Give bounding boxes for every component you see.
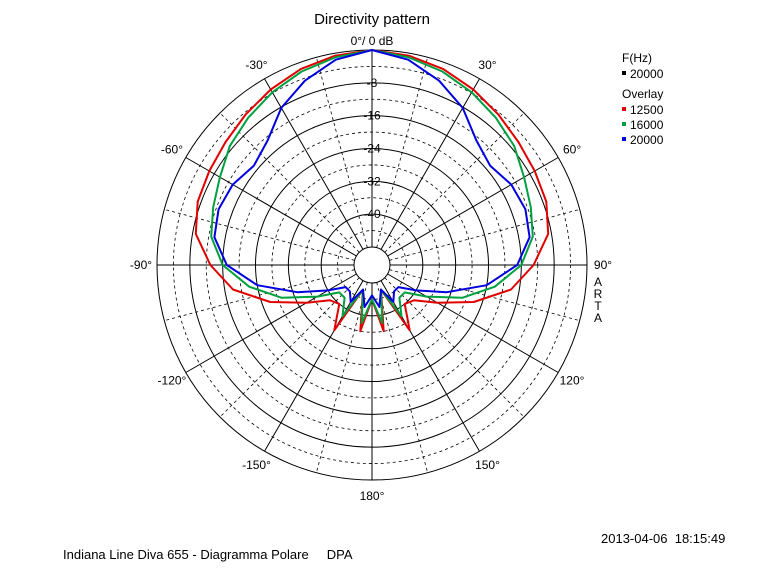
legend-entry: 20000 [630,133,664,147]
radial-tick-label: -40 [363,207,381,221]
angle-tick-label: 150° [475,458,500,472]
radial-tick-label: -32 [363,174,381,188]
radial-tick-label: -24 [363,142,381,156]
grid-spoke [264,78,364,250]
side-label-letter: T [594,299,602,313]
angle-tick-label: 30° [478,58,496,72]
footer-title: Indiana Line Diva 655 - Diagramma Polare… [63,547,353,562]
grid-spoke-minor [219,112,360,253]
grid-spoke-minor [376,57,429,248]
grid-spoke [185,273,357,373]
chart-title: Directivity pattern [314,11,430,28]
legend-entry: 16000 [630,118,664,132]
grid-spoke [387,157,559,257]
legend-overlay-header: Overlay [622,87,663,101]
legend-freq-header: F(Hz) [622,51,652,65]
angle-tick-label: -120° [158,374,187,388]
grid-spoke-minor [164,208,355,261]
side-label-letter: A [594,311,602,325]
grid-spoke-minor [315,282,368,473]
legend-swatch [622,122,626,126]
angle-tick-label: 90° [594,258,612,272]
angle-tick-label: 180° [360,489,385,503]
grid-spoke-minor [384,277,525,418]
side-label-letter: R [594,287,603,301]
footer-timestamp: 2013-04-06 18:15:49 [601,531,726,546]
angle-tick-label: -150° [242,458,271,472]
grid-spoke [380,78,480,250]
grid-spoke-minor [164,269,355,322]
angle-tick-label: 60° [563,143,581,157]
grid-spoke [387,273,559,373]
grid-spoke-minor [315,57,368,248]
radial-tick-label: -16 [363,109,381,123]
grid-spoke [185,157,357,257]
grid-circle [353,246,391,284]
angle-tick-label: 120° [560,374,585,388]
angle-tick-label: -90° [130,258,152,272]
legend-swatch [622,137,626,141]
curves [194,49,550,333]
series-curve-20000 [213,49,531,308]
grid-spoke [264,280,364,452]
legend-freq-swatch [622,71,626,75]
legend-swatch [622,107,626,111]
grid-spoke-minor [384,112,525,253]
grid-spoke-minor [389,269,580,322]
polar-grid [156,49,588,481]
grid-spoke-minor [219,277,360,418]
radial-unit-label: 0°/ 0 dB [351,34,394,48]
grid-spoke-minor [376,282,429,473]
angle-tick-label: -30° [245,58,267,72]
side-label-letter: A [594,275,602,289]
grid-spoke-minor [389,208,580,261]
legend-freq-entry: 20000 [630,67,664,81]
series-curve-16000 [210,49,534,325]
axis-labels: 0°/ 0 dB -8 -16 -24 -32 -40 30° 60° 90° 120° 150°… [130,34,612,503]
radial-tick-label: -8 [367,76,378,90]
legend-entry: 12500 [630,103,664,117]
angle-tick-label: -60° [161,143,183,157]
grid-spoke [380,280,480,452]
